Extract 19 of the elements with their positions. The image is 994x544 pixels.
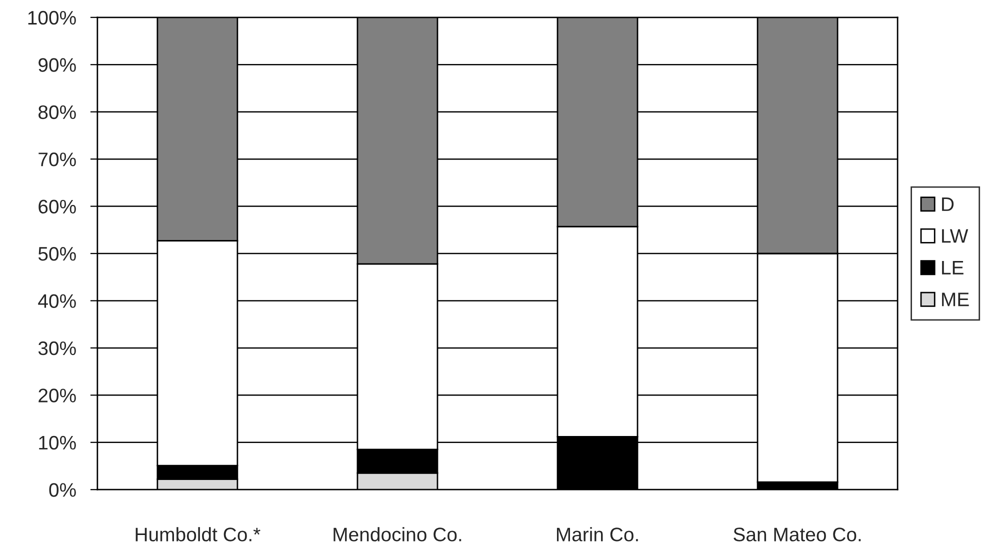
y-tick-label: 50% [38, 246, 76, 261]
y-tick-label: 100% [28, 10, 76, 25]
x-tick-label: Marin Co. [556, 527, 638, 542]
legend-label: ME [942, 292, 969, 306]
y-tick-label: 20% [38, 388, 76, 402]
legend-label: D [942, 198, 954, 211]
y-tick-label: 30% [38, 341, 76, 356]
y-tick-label: 90% [38, 58, 76, 72]
y-tick-label: 60% [38, 200, 76, 214]
legend-label: LE [942, 261, 964, 274]
y-tick-label: 10% [39, 436, 76, 450]
y-tick-label: 0% [49, 483, 76, 497]
y-tick-label: 80% [38, 105, 76, 120]
legend-label: LW [942, 229, 968, 243]
y-tick-label: 40% [38, 294, 76, 308]
x-tick-label: Humboldt Co.* [136, 527, 260, 542]
y-tick-label: 70% [38, 152, 76, 166]
x-tick-label: Mendocino Co. [334, 527, 462, 542]
x-tick-label: San Mateo Co. [734, 528, 861, 542]
